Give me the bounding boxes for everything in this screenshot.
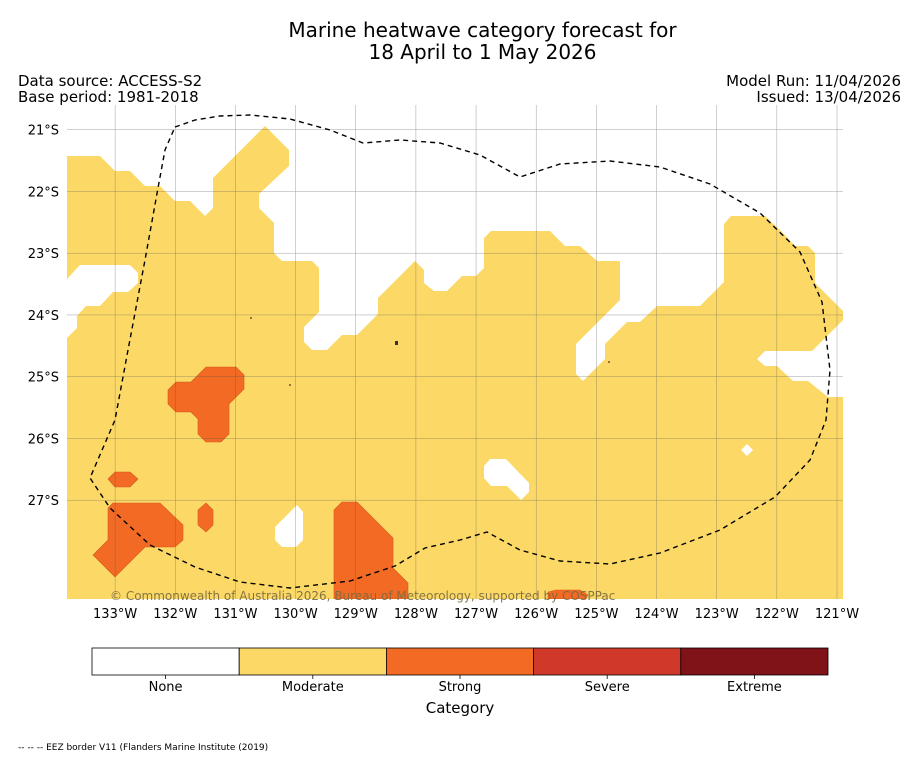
title-line-2: 18 April to 1 May 2026 [368, 40, 597, 64]
colorbar-swatch-none [91, 647, 240, 676]
eez-footnote: -- -- -- EEZ border V11 (Flanders Marine… [18, 743, 269, 753]
x-tick-label: 127°W [454, 607, 498, 622]
none-region-center [484, 459, 529, 500]
chart-title: Marine heatwave category forecast for 18… [0, 19, 919, 63]
colorbar-title: Category [426, 699, 495, 717]
none-region-west [67, 265, 138, 338]
x-tick-label: 125°W [574, 607, 618, 622]
map-plot-area [67, 105, 843, 599]
y-tick-label: 24°S [28, 309, 59, 324]
category-colorbar: None Moderate Strong Severe Extreme [91, 647, 829, 695]
x-tick-label: 131°W [213, 607, 257, 622]
x-tick-label: 130°W [274, 607, 318, 622]
x-tick-label: 132°W [153, 607, 197, 622]
model-run-label: Model Run: 11/04/2026 [726, 72, 901, 90]
strong-region-6 [547, 589, 589, 599]
meta-left: Data source: ACCESS-S2 Base period: 1981… [18, 73, 202, 105]
island-marker-1 [250, 317, 252, 319]
y-tick-label: 21°S [28, 124, 59, 139]
base-period-label: Base period: 1981-2018 [18, 88, 199, 106]
strong-region-4 [197, 502, 214, 533]
grid-lines [67, 105, 843, 599]
island-marker-2 [395, 341, 398, 345]
issued-label: Issued: 13/04/2026 [756, 88, 901, 106]
colorbar-label-strong: Strong [439, 680, 482, 695]
y-axis-ticks: 21°S 22°S 23°S 24°S 25°S 26°S 27°S [28, 124, 59, 510]
x-tick-label: 123°W [695, 607, 739, 622]
none-region-south [275, 505, 303, 547]
strong-region-5 [333, 501, 409, 599]
colorbar-swatch-strong [385, 647, 534, 676]
x-tick-label: 126°W [514, 607, 558, 622]
data-source-label: Data source: ACCESS-S2 [18, 72, 203, 90]
colorbar-label-moderate: Moderate [282, 680, 344, 695]
title-line-1: Marine heatwave category forecast for [288, 18, 677, 42]
x-tick-label: 133°W [93, 607, 137, 622]
colorbar-swatch-moderate [238, 647, 387, 676]
y-tick-label: 27°S [28, 494, 59, 509]
strong-regions [92, 366, 589, 599]
x-tick-label: 128°W [394, 607, 438, 622]
y-tick-label: 26°S [28, 432, 59, 447]
moderate-region [67, 126, 843, 599]
x-axis-ticks: 133°W 132°W 131°W 130°W 129°W 128°W 127°W 126°W… [93, 607, 859, 622]
island-marker-3 [289, 384, 291, 386]
eez-border [89, 114, 831, 589]
copyright-text: © Commonwealth of Australia 2026, Bureau… [110, 589, 615, 603]
none-region-east-dot [741, 444, 753, 456]
strong-region-1 [167, 366, 245, 443]
colorbar-label-severe: Severe [585, 680, 630, 695]
meta-right: Model Run: 11/04/2026 Issued: 13/04/2026 [726, 73, 901, 105]
y-tick-label: 23°S [28, 247, 59, 262]
y-tick-label: 22°S [28, 185, 59, 200]
x-tick-label: 124°W [634, 607, 678, 622]
island-marker-4 [608, 361, 610, 363]
x-tick-label: 122°W [755, 607, 799, 622]
colorbar-swatch-extreme [680, 647, 829, 676]
x-tick-label: 121°W [815, 607, 859, 622]
colorbar-swatch-severe [533, 647, 682, 676]
x-tick-label: 129°W [334, 607, 378, 622]
y-tick-label: 25°S [28, 371, 59, 386]
colorbar-label-none: None [149, 680, 183, 695]
colorbar-label-extreme: Extreme [727, 680, 782, 695]
